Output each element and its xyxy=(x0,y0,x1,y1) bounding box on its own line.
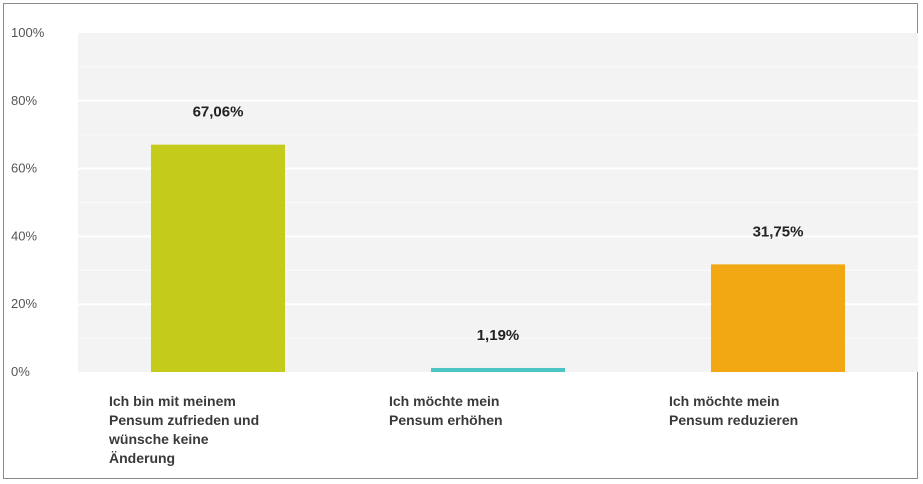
y-tick-label: 40% xyxy=(11,228,37,243)
bar xyxy=(431,367,565,372)
data-label: 31,75% xyxy=(753,223,804,240)
y-tick-label: 20% xyxy=(11,296,37,311)
data-labels: 67,06% 1,19% 31,75% xyxy=(193,104,804,344)
y-tick-label: 80% xyxy=(11,93,37,108)
x-category-label: Änderung xyxy=(109,450,175,466)
bar xyxy=(711,264,845,372)
x-category-label: Pensum erhöhen xyxy=(389,412,503,428)
x-axis: Ich bin mit meinem Pensum zufrieden und wü… xyxy=(108,393,798,466)
y-axis: 0% 20% 40% 60% 80% 100% xyxy=(11,25,45,379)
y-tick-label: 100% xyxy=(11,25,45,40)
x-category-label: Pensum reduzieren xyxy=(669,412,798,428)
x-category-label: Ich bin mit meinem xyxy=(109,393,236,409)
x-category-label: Ich möchte mein xyxy=(389,393,499,409)
x-category-label: wünsche keine xyxy=(108,431,209,447)
y-tick-label: 0% xyxy=(11,364,30,379)
bars xyxy=(151,144,845,372)
y-tick-label: 60% xyxy=(11,161,37,176)
bar xyxy=(151,144,285,372)
x-category-label: Pensum zufrieden und xyxy=(109,412,259,428)
data-label: 67,06% xyxy=(193,104,244,121)
x-category-label: Ich möchte mein xyxy=(669,393,779,409)
data-label: 1,19% xyxy=(477,327,520,344)
